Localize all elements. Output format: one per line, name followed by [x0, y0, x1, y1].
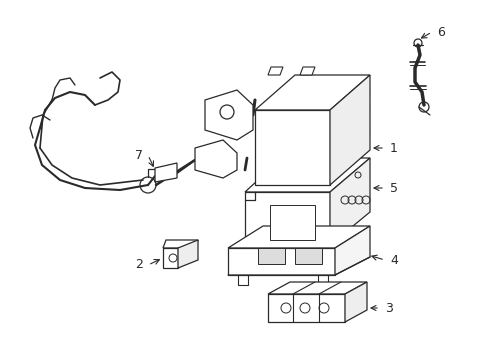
Text: 3: 3	[384, 302, 392, 315]
Polygon shape	[258, 248, 285, 264]
Polygon shape	[267, 282, 366, 294]
Polygon shape	[329, 75, 369, 185]
Text: 5: 5	[389, 181, 397, 194]
Text: 2: 2	[135, 258, 142, 271]
Polygon shape	[254, 75, 369, 110]
Polygon shape	[244, 192, 329, 245]
Polygon shape	[269, 205, 314, 240]
Polygon shape	[334, 226, 369, 275]
Text: 6: 6	[436, 26, 444, 39]
Polygon shape	[329, 158, 369, 245]
Polygon shape	[178, 240, 198, 268]
Polygon shape	[254, 110, 329, 185]
Polygon shape	[155, 163, 177, 182]
Polygon shape	[294, 248, 321, 264]
Text: 4: 4	[389, 253, 397, 266]
Polygon shape	[227, 226, 369, 248]
Polygon shape	[227, 248, 334, 275]
Text: 7: 7	[135, 149, 142, 162]
Polygon shape	[267, 294, 345, 322]
Text: 1: 1	[389, 141, 397, 154]
Polygon shape	[163, 248, 178, 268]
Polygon shape	[204, 90, 252, 140]
Polygon shape	[195, 140, 237, 178]
Polygon shape	[163, 240, 198, 248]
Polygon shape	[299, 67, 314, 75]
Polygon shape	[244, 158, 369, 192]
Polygon shape	[267, 67, 283, 75]
Polygon shape	[345, 282, 366, 322]
